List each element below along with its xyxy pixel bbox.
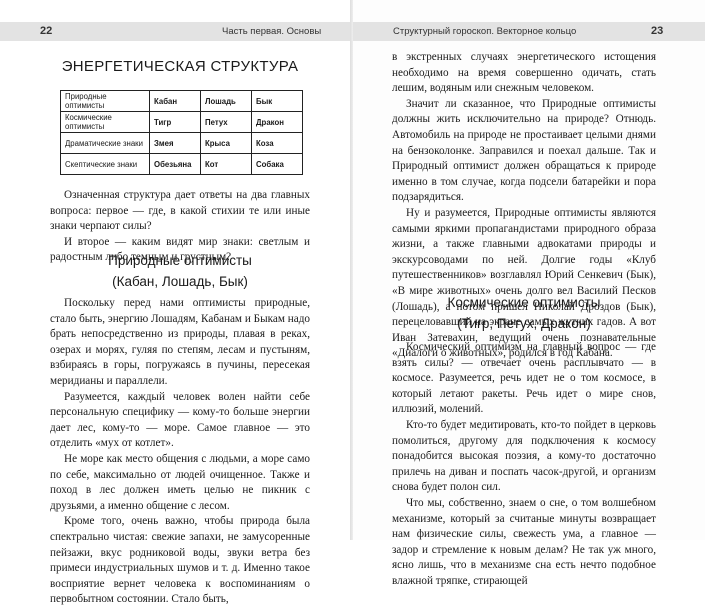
- sign-cell: Собака: [251, 153, 303, 175]
- sign-cell: Тигр: [149, 111, 201, 133]
- sign-cell: Кабан: [149, 90, 201, 112]
- paragraph: Поскольку перед нами оптимисты природные…: [50, 297, 310, 387]
- subheading: (Кабан, Лошадь, Бык): [112, 274, 248, 289]
- sign-cell: Крыса: [200, 132, 252, 154]
- section-heading: Природные оптимисты (Кабан, Лошадь, Бык): [50, 250, 310, 292]
- running-head: Структурный гороскоп. Векторное кольцо: [393, 26, 577, 37]
- page-number: 22: [40, 25, 53, 37]
- paragraph: Кто-то будет медитировать, кто-то пойдет…: [392, 418, 656, 494]
- table-row: Космические оптимисты Тигр Петух Дракон: [60, 111, 303, 133]
- sign-cell: Бык: [251, 90, 303, 112]
- paragraph: Означенная структура дает ответы на два …: [50, 189, 310, 233]
- table-row: Драматические знаки Змея Крыса Коза: [60, 132, 303, 154]
- sign-cell: Коза: [251, 132, 303, 154]
- heading: Природные оптимисты: [108, 253, 252, 268]
- running-head: Часть первая. Основы: [222, 26, 322, 37]
- sign-cell: Змея: [149, 132, 201, 154]
- group-cell: Скептические знаки: [60, 153, 150, 175]
- group-cell: Космические оптимисты: [60, 111, 150, 133]
- title: ЭНЕРГЕТИЧЕСКАЯ СТРУКТУРА: [61, 58, 299, 75]
- running-header: 22 Часть первая. Основы: [0, 22, 350, 41]
- sign-cell: Дракон: [251, 111, 303, 133]
- section-heading: Космические оптимисты (Тигр, Петух, Драк…: [392, 292, 656, 334]
- heading: Космические оптимисты: [447, 295, 601, 310]
- subheading: (Тигр, Петух, Дракон): [457, 316, 591, 331]
- right-page: Структурный гороскоп. Векторное кольцо 2…: [353, 0, 705, 587]
- intro: Означенная структура дает ответы на два …: [50, 188, 310, 266]
- group-cell: Драматические знаки: [60, 132, 150, 154]
- paragraph: Не море как место общения с людьми, а мо…: [50, 452, 310, 512]
- section-body: Космический оптимизм на главный вопрос —…: [392, 340, 656, 590]
- body: в экстренных случаях энергетического ист…: [392, 50, 656, 362]
- sign-cell: Лошадь: [200, 90, 252, 112]
- paragraph: в экстренных случаях энергетического ист…: [392, 51, 656, 95]
- sign-table: Природные оптимисты Кабан Лошадь Бык Космиче…: [60, 90, 303, 175]
- paragraph: Что мы, собственно, знаем о сне, о том в…: [392, 496, 656, 587]
- running-header: Структурный гороскоп. Векторное кольцо 2…: [353, 22, 705, 41]
- table-row: Скептические знаки Обезьяна Кот Собака: [60, 153, 303, 175]
- paragraph: Кроме того, очень важно, чтобы природа б…: [50, 515, 310, 606]
- table-row: Природные оптимисты Кабан Лошадь Бык: [60, 90, 303, 112]
- paragraph: Разумеется, каждый человек волен найти с…: [50, 390, 310, 450]
- gutter: [350, 0, 354, 540]
- paragraph: И второе — каким видят мир знаки: светлы…: [50, 235, 310, 264]
- page-number: 23: [651, 25, 664, 37]
- sign-cell: Петух: [200, 111, 252, 133]
- sign-cell: Кот: [200, 153, 252, 175]
- sign-cell: Обезьяна: [149, 153, 201, 175]
- group-cell: Природные оптимисты: [60, 90, 150, 112]
- paragraph: Значит ли сказанное, что Природные оптим…: [392, 97, 656, 204]
- left-page: 22 Часть первая. Основы ЭНЕРГЕТИЧЕСКАЯ С…: [0, 0, 352, 605]
- section-body: Поскольку перед нами оптимисты природные…: [50, 296, 310, 608]
- paragraph: Космический оптимизм на главный вопрос —…: [392, 341, 656, 416]
- paragraph: Ну и разумеется, Природные оптимисты явл…: [392, 206, 656, 360]
